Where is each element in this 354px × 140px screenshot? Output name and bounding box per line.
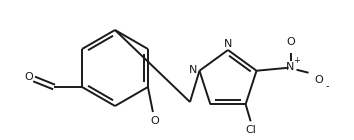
Text: +: +: [293, 56, 300, 65]
Text: N: N: [189, 65, 198, 75]
Text: -: -: [326, 81, 329, 91]
Text: O: O: [286, 37, 295, 47]
Text: N: N: [286, 62, 295, 72]
Text: O: O: [150, 116, 159, 126]
Text: O: O: [25, 72, 34, 82]
Text: O: O: [314, 75, 323, 85]
Text: Cl: Cl: [245, 125, 256, 135]
Text: N: N: [224, 39, 232, 49]
